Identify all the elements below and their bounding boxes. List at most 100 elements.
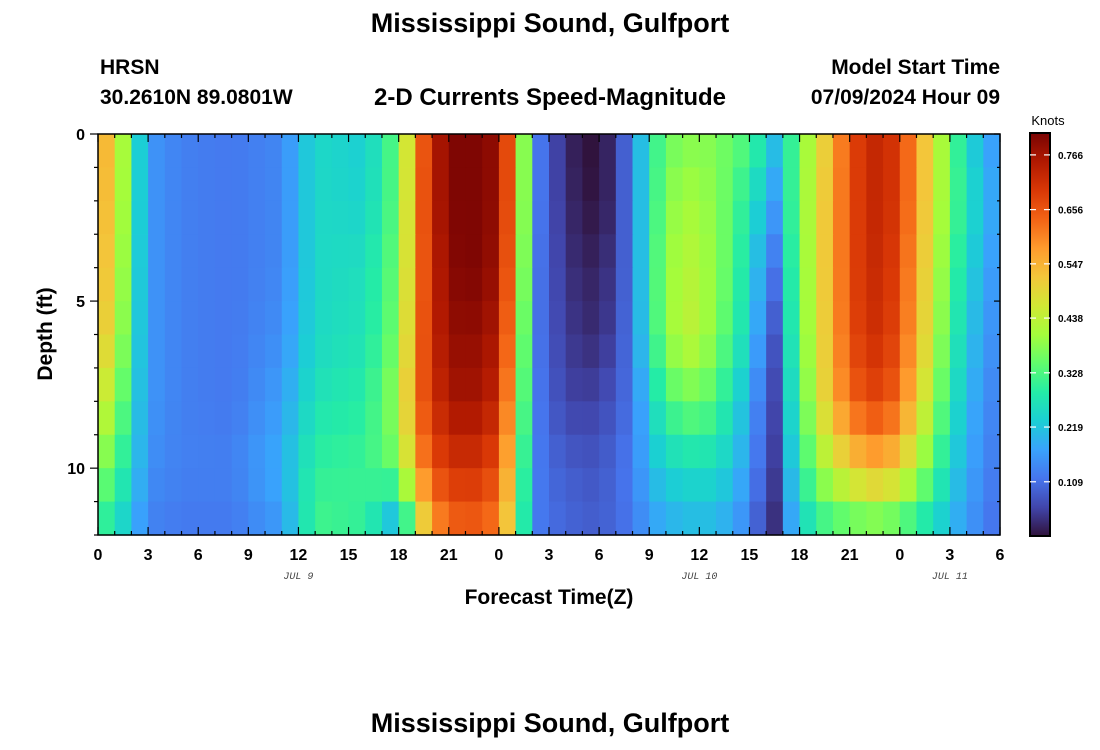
- heatmap-cell: [348, 167, 366, 202]
- heatmap-cell: [549, 167, 567, 202]
- heatmap-cell: [582, 334, 600, 369]
- heatmap-cell: [799, 301, 817, 336]
- heatmap-cells: [98, 134, 1001, 536]
- heatmap-cell: [599, 234, 617, 269]
- heatmap-cell: [448, 200, 467, 235]
- heatmap-cell: [816, 501, 834, 536]
- heatmap-cell: [298, 200, 316, 235]
- heatmap-cell: [532, 401, 550, 436]
- heatmap-cell: [265, 334, 283, 369]
- heatmap-cell: [231, 301, 249, 336]
- heatmap-cell: [549, 501, 567, 536]
- heatmap-cell: [983, 468, 1001, 503]
- heatmap-cell: [649, 501, 667, 536]
- heatmap-cell: [966, 367, 984, 402]
- y-tick-label: 0: [76, 127, 85, 144]
- heatmap-cell: [164, 434, 183, 469]
- heatmap-cell: [248, 267, 266, 302]
- heatmap-cell: [849, 468, 867, 503]
- heatmap-cell: [699, 234, 717, 269]
- colorbar-tick-label: 0.328: [1058, 369, 1083, 380]
- heatmap-cell: [649, 267, 667, 302]
- x-tick-label: 6: [595, 547, 604, 564]
- heatmap-cell: [899, 401, 918, 436]
- heatmap-cell: [432, 134, 450, 169]
- heatmap-cell: [766, 234, 784, 269]
- heatmap-cell: [465, 468, 483, 503]
- heatmap-cell: [615, 401, 634, 436]
- heatmap-cell: [231, 334, 249, 369]
- heatmap-cell: [214, 134, 233, 169]
- heatmap-cell: [816, 434, 834, 469]
- heatmap-cell: [582, 401, 600, 436]
- heatmap-cell: [832, 234, 851, 269]
- heatmap-cell: [231, 200, 249, 235]
- heatmap-cell: [549, 234, 567, 269]
- heatmap-cell: [415, 334, 433, 369]
- heatmap-cell: [515, 267, 533, 302]
- heatmap-cell: [799, 501, 817, 536]
- heatmap-cell: [98, 200, 116, 235]
- heatmap-cell: [465, 167, 483, 202]
- heatmap-cell: [966, 468, 984, 503]
- heatmap-cell: [465, 134, 483, 169]
- colorbar-tick-label: 0.656: [1058, 206, 1083, 217]
- station-coordinates: 30.2610N 89.0801W: [100, 86, 293, 109]
- heatmap-cell: [966, 167, 984, 202]
- heatmap-cell: [832, 301, 851, 336]
- heatmap-cell: [866, 501, 884, 536]
- heatmap-cell: [916, 167, 934, 202]
- heatmap-cell: [682, 434, 700, 469]
- heatmap-cell: [599, 267, 617, 302]
- heatmap-cell: [231, 267, 249, 302]
- heatmap-cell: [498, 501, 517, 536]
- heatmap-cell: [298, 301, 316, 336]
- heatmap-cell: [148, 134, 166, 169]
- heatmap-cell: [933, 434, 951, 469]
- date-label: JUL 9: [283, 572, 313, 583]
- heatmap-cell: [281, 501, 300, 536]
- heatmap-cell: [432, 234, 450, 269]
- heatmap-cell: [448, 301, 467, 336]
- heatmap-cell: [281, 267, 300, 302]
- heatmap-cell: [331, 434, 350, 469]
- heatmap-cell: [983, 200, 1001, 235]
- heatmap-cell: [465, 401, 483, 436]
- heatmap-cell: [549, 134, 567, 169]
- heatmap-cell: [749, 134, 767, 169]
- heatmap-cell: [665, 501, 684, 536]
- heatmap-cell: [315, 167, 333, 202]
- heatmap-cell: [565, 434, 583, 469]
- heatmap-cell: [866, 434, 884, 469]
- heatmap-cell: [281, 334, 300, 369]
- colorbar: [1029, 132, 1051, 537]
- heatmap-cell: [432, 501, 450, 536]
- heatmap-cell: [849, 501, 867, 536]
- heatmap-cell: [582, 434, 600, 469]
- heatmap-cell: [498, 167, 517, 202]
- heatmap-cell: [181, 267, 199, 302]
- heatmap-cell: [899, 301, 918, 336]
- colorbar-tick-label: 0.438: [1058, 314, 1083, 325]
- heatmap-cell: [348, 134, 366, 169]
- heatmap-cell: [632, 200, 650, 235]
- heatmap-cell: [331, 134, 350, 169]
- heatmap-cell: [766, 434, 784, 469]
- heatmap-cell: [148, 401, 166, 436]
- heatmap-cell: [231, 401, 249, 436]
- heatmap-cell: [515, 234, 533, 269]
- heatmap-cell: [331, 401, 350, 436]
- heatmap-cell: [348, 334, 366, 369]
- heatmap-cell: [933, 367, 951, 402]
- heatmap-cell: [298, 401, 316, 436]
- heatmap-cell: [749, 200, 767, 235]
- heatmap-cell: [214, 200, 233, 235]
- heatmap-cell: [181, 401, 199, 436]
- heatmap-cell: [883, 200, 901, 235]
- heatmap-cell: [565, 501, 583, 536]
- heatmap-cell: [515, 501, 533, 536]
- colorbar-tick-label: 0.219: [1058, 423, 1083, 434]
- heatmap-cell: [933, 301, 951, 336]
- heatmap-cell: [432, 301, 450, 336]
- heatmap-cell: [565, 134, 583, 169]
